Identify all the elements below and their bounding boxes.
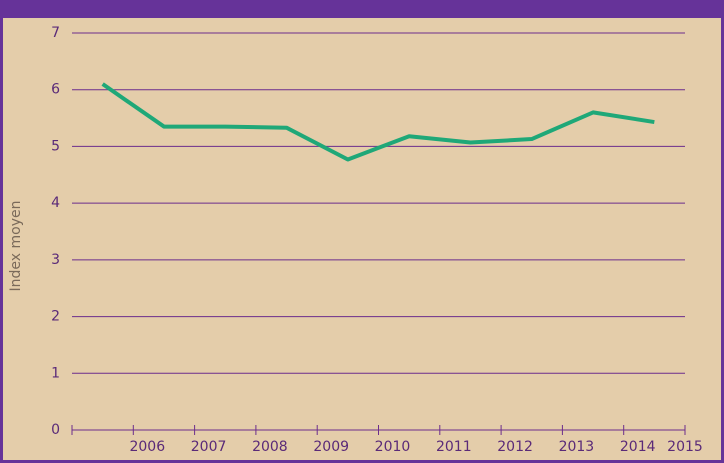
x-tick-label: 2008 — [252, 439, 288, 455]
x-tick-label: 2012 — [497, 439, 533, 455]
y-tick-label: 7 — [51, 25, 60, 41]
y-tick-label: 3 — [51, 252, 60, 268]
y-tick-label: 4 — [51, 195, 60, 211]
x-tick-label: 2006 — [129, 439, 165, 455]
y-tick-label: 0 — [51, 422, 60, 438]
y-tick-label: 1 — [51, 365, 60, 381]
plot-background — [3, 18, 721, 460]
y-axis-label: Index moyen — [8, 201, 24, 292]
x-tick-label: 2014 — [620, 439, 656, 455]
x-tick-label: 2010 — [375, 439, 411, 455]
data-line — [101, 82, 655, 162]
x-tick-label: 2009 — [313, 439, 349, 455]
x-tick-label: 2011 — [436, 439, 472, 455]
x-tick-label: 2015 — [667, 439, 703, 455]
y-tick-label: 6 — [51, 82, 60, 98]
x-tick-label: 2013 — [559, 439, 595, 455]
y-tick-label: 5 — [51, 138, 60, 154]
y-tick-label: 2 — [51, 309, 60, 325]
x-tick-label: 2007 — [191, 439, 227, 455]
